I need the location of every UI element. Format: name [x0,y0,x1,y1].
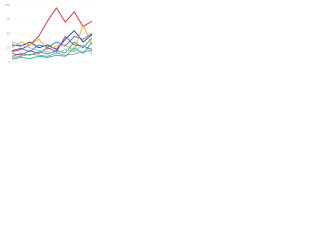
line-series [11,50,93,58]
y-tick-label: 75 [7,17,11,21]
y-tick-label: 100 [5,3,10,7]
chart: 0 25 50 75 100 [5,3,93,64]
line-series [11,41,93,54]
line-series [11,30,93,50]
y-tick-label: 50 [7,31,11,35]
line-series [11,24,93,52]
y-tick-label: 25 [7,46,11,50]
line-series [11,35,93,56]
line-series [11,7,93,53]
y-tick-label: 0 [8,60,10,64]
line-series [11,41,93,60]
